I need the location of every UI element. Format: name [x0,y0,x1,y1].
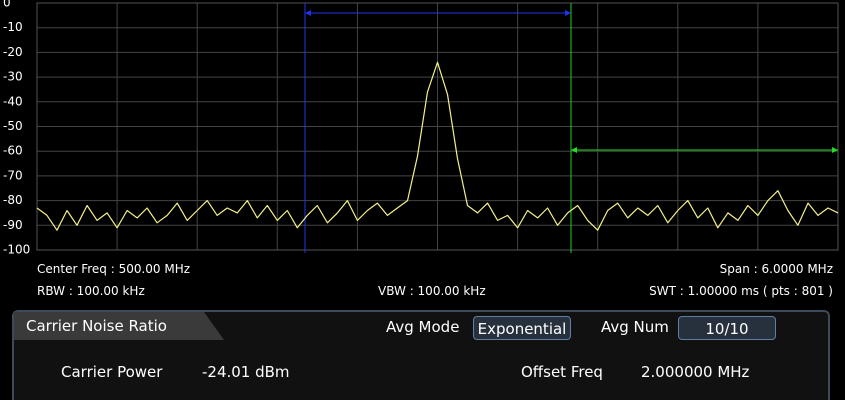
span: Span : 6.0000 MHz [719,262,833,276]
swt: SWT : 1.00000 ms ( pts : 801 ) [649,284,833,298]
y-tick-label: -30 [3,70,23,84]
y-tick-label: -90 [3,218,23,232]
y-tick-label: -10 [3,20,23,34]
trace-chart: 0 -10 -20 -30 -40 -50 -60 -70 -80 -90 -100 [3,0,839,257]
rbw: RBW : 100.00 kHz [37,284,145,298]
carrier-power-value: -24.01 dBm [202,363,290,381]
y-tick-label: -40 [3,94,23,108]
measurement-panel: Carrier Noise Ratio Avg Mode Exponential… [12,310,830,400]
plot-frame [36,2,839,251]
vbw: VBW : 100.00 kHz [378,284,486,298]
offset-freq-value: 2.000000 MHz [641,363,750,381]
avg-num-label: Avg Num [601,318,669,336]
center-freq: Center Freq : 500.00 MHz [37,262,191,276]
y-tick-label: -20 [3,45,23,59]
y-tick-label: -80 [3,193,23,207]
offset-freq-label: Offset Freq [521,363,603,381]
avg-mode-button[interactable]: Exponential [473,316,571,340]
avg-mode-label: Avg Mode [386,318,460,336]
y-tick-label: -50 [3,119,23,133]
y-tick-label: -70 [3,168,23,182]
y-tick-label: -100 [3,243,30,257]
y-tick-label: -60 [3,144,23,158]
trace [36,61,839,231]
panel-tab[interactable]: Carrier Noise Ratio [14,312,224,340]
y-tick-label: 0 [3,0,11,10]
avg-num-button[interactable]: 10/10 [678,316,776,340]
carrier-power-label: Carrier Power [61,363,163,381]
